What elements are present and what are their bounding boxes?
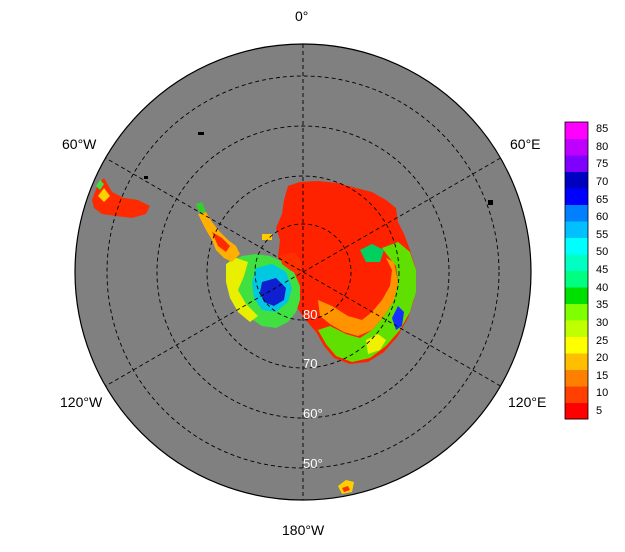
lat-label-70: 70 xyxy=(303,356,317,371)
colorbar-tick-label: 15 xyxy=(596,369,609,382)
colorbar-swatch xyxy=(565,254,588,271)
south-america-green xyxy=(96,180,104,190)
colorbar-swatch xyxy=(565,353,588,370)
lon-label-60w: 60°W xyxy=(62,136,97,152)
colorbar-swatch xyxy=(565,138,588,156)
new-zealand-red xyxy=(342,486,350,492)
island xyxy=(488,200,493,205)
colorbar-tick-label: 40 xyxy=(596,281,609,294)
south-america-tip xyxy=(92,178,150,218)
east-yellow-patch xyxy=(366,334,386,354)
lon-label-0: 0° xyxy=(295,8,309,24)
peninsula-red xyxy=(212,232,230,252)
colorbar-tick-label: 35 xyxy=(596,299,609,312)
colorbar-tick-label: 45 xyxy=(596,264,609,276)
east-green-patch xyxy=(360,244,384,262)
colorbar-swatch xyxy=(565,204,588,222)
colorbar-tick-label: 30 xyxy=(596,316,609,329)
south-america-yellow xyxy=(98,188,110,202)
marie-byrd-red xyxy=(280,252,302,276)
colorbar-swatch xyxy=(565,122,588,139)
colorbar-tick-label: 80 xyxy=(596,140,609,153)
colorbar-tick-label: 55 xyxy=(596,228,609,241)
colorbar-tick-label: 60 xyxy=(596,211,609,224)
lat-label-50: 50° xyxy=(303,456,323,471)
colorbar-swatch xyxy=(565,336,588,354)
colorbar-tick-label: 75 xyxy=(596,158,609,171)
data-layer xyxy=(92,132,493,494)
colorbar-tick-label: 10 xyxy=(596,387,609,400)
colorbar-swatch xyxy=(565,287,588,304)
colorbar-tick-label: 85 xyxy=(596,123,609,135)
east-rim-green xyxy=(318,242,416,362)
lon-label-120w: 120°W xyxy=(60,394,103,410)
colorbar-tick-label: 65 xyxy=(596,193,609,206)
colorbar-swatch xyxy=(565,320,588,337)
colorbar-tick-label: 70 xyxy=(596,175,609,188)
colorbar-tick-label: 50 xyxy=(596,246,609,259)
lat-label-60: 60° xyxy=(303,406,323,421)
colorbar-swatch xyxy=(565,171,588,189)
lon-label-120e: 120°E xyxy=(508,394,547,410)
colorbar-swatch xyxy=(565,155,588,172)
east-rim-orange xyxy=(318,258,398,336)
island xyxy=(198,132,204,135)
colorbar xyxy=(565,122,588,420)
colorbar-swatch xyxy=(565,402,588,420)
lon-label-180w: 180°W xyxy=(282,522,325,538)
colorbar-tick-label: 5 xyxy=(596,405,603,417)
meridians xyxy=(105,44,501,500)
colorbar-swatch xyxy=(565,270,588,288)
lat-label-80: 80 xyxy=(303,307,317,322)
colorbar-swatch xyxy=(565,237,588,255)
colorbar-swatch xyxy=(565,369,588,387)
lon-label-60e: 60°E xyxy=(510,136,541,152)
island xyxy=(144,176,148,179)
colorbar-tick-label: 20 xyxy=(596,352,609,365)
west-antarctica-yellow xyxy=(226,258,258,322)
colorbar-swatch xyxy=(565,386,588,403)
colorbar-swatch xyxy=(565,303,588,321)
colorbar-swatch xyxy=(565,188,588,205)
colorbar-frame xyxy=(564,121,589,420)
colorbar-swatch xyxy=(565,221,588,238)
island xyxy=(262,234,272,240)
peninsula-tip-green xyxy=(196,202,206,214)
west-antarctica-blue xyxy=(260,278,286,306)
colorbar-tick-label: 25 xyxy=(596,334,609,347)
east-blue-patch xyxy=(392,306,404,330)
